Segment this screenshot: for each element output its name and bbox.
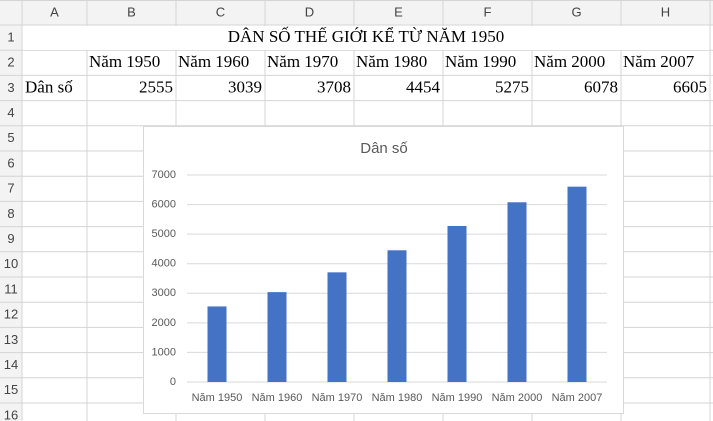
chart-title: Dân số (360, 140, 408, 157)
sheet-title[interactable]: DÂN SỐ THẾ GIỚI KỂ TỪ NĂM 1950 (228, 27, 505, 46)
population-cell[interactable]: 3708 (317, 77, 351, 96)
row-header[interactable]: 10 (4, 256, 18, 271)
bar (567, 186, 587, 382)
row-header[interactable]: 8 (7, 206, 14, 221)
row-header[interactable]: 13 (4, 332, 18, 347)
row-header[interactable]: 15 (4, 382, 18, 397)
population-cell[interactable]: 6605 (673, 77, 707, 96)
y-tick-label: 3000 (152, 287, 176, 299)
bar (447, 226, 467, 382)
y-tick-label: 5000 (152, 228, 176, 240)
year-header[interactable]: Năm 1980 (356, 52, 427, 71)
merged-cell (23, 26, 709, 50)
bar (327, 272, 347, 382)
column-header[interactable]: C (216, 4, 225, 19)
bar (507, 202, 527, 382)
year-header[interactable]: Năm 1990 (445, 52, 516, 71)
column-header[interactable]: B (127, 4, 136, 19)
row-header[interactable]: 16 (4, 407, 18, 421)
column-header[interactable]: A (50, 4, 59, 19)
row-header[interactable]: 1 (7, 29, 14, 44)
y-tick-label: 0 (170, 376, 176, 388)
row-label[interactable]: Dân số (25, 77, 73, 96)
x-tick-label: Năm 1960 (252, 392, 303, 404)
column-header[interactable]: H (661, 4, 670, 19)
row-header[interactable]: 7 (7, 181, 14, 196)
row-header-bar (0, 0, 22, 421)
x-tick-label: Năm 2007 (552, 392, 603, 404)
population-cell[interactable]: 2555 (139, 77, 173, 96)
population-cell[interactable]: 4454 (406, 77, 441, 96)
y-tick-label: 1000 (152, 346, 176, 358)
bar (387, 250, 407, 382)
bar (267, 292, 287, 382)
row-header[interactable]: 2 (7, 55, 14, 70)
y-tick-label: 2000 (152, 317, 176, 329)
population-cell[interactable]: 5275 (495, 77, 529, 96)
row-header[interactable]: 14 (4, 357, 18, 372)
y-tick-label: 7000 (152, 169, 176, 181)
population-cell[interactable]: 3039 (228, 77, 262, 96)
x-tick-label: Năm 1990 (432, 392, 483, 404)
year-header[interactable]: Năm 1960 (178, 52, 249, 71)
row-header[interactable]: 4 (7, 105, 14, 120)
y-tick-label: 6000 (152, 198, 176, 210)
year-header[interactable]: Năm 1970 (267, 52, 338, 71)
x-tick-label: Năm 1980 (372, 392, 423, 404)
column-header[interactable]: G (571, 4, 581, 19)
row-header[interactable]: 9 (7, 231, 14, 246)
year-header[interactable]: Năm 1950 (89, 52, 160, 71)
x-tick-label: Năm 1950 (192, 392, 243, 404)
column-header[interactable]: D (305, 4, 314, 19)
population-cell[interactable]: 6078 (584, 77, 618, 96)
row-header[interactable]: 3 (7, 80, 14, 95)
row-header[interactable]: 6 (7, 155, 14, 170)
column-header[interactable]: F (484, 4, 492, 19)
row-header[interactable]: 5 (7, 130, 14, 145)
year-header[interactable]: Năm 2000 (534, 52, 605, 71)
row-header[interactable]: 12 (4, 307, 18, 322)
column-header-bar (0, 0, 713, 25)
y-tick-label: 4000 (152, 258, 176, 270)
column-header[interactable]: E (394, 4, 403, 19)
x-tick-label: Năm 1970 (312, 392, 363, 404)
bar (207, 306, 227, 382)
year-header[interactable]: Năm 2007 (623, 52, 695, 71)
row-header[interactable]: 11 (4, 281, 18, 296)
x-tick-label: Năm 2000 (492, 392, 543, 404)
